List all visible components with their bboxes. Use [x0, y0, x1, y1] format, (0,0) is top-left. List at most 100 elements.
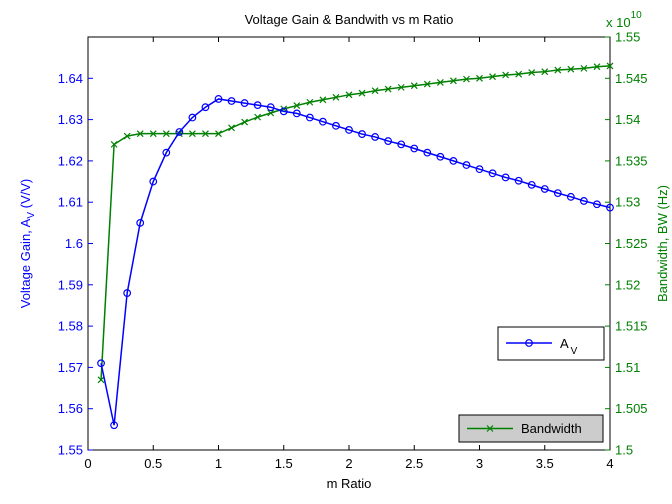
- left-y-tick-label: 1.58: [58, 319, 83, 334]
- right-y-tick-label: 1.53: [615, 195, 640, 210]
- bandwidth-point-stroke: [397, 83, 405, 91]
- bandwidth-point: [580, 64, 588, 72]
- gain-point: [593, 200, 601, 209]
- gain-point: [436, 152, 445, 161]
- bandwidth-point-stroke: [410, 82, 418, 90]
- gain-point: [305, 113, 314, 122]
- bandwidth-point: [606, 62, 614, 70]
- left-y-tick-label: 1.59: [58, 277, 83, 292]
- gain-point: [514, 176, 523, 185]
- x-tick-label: 3.5: [536, 456, 554, 471]
- bandwidth-point: [215, 130, 222, 138]
- legend-bandwidth-marker: [486, 425, 494, 432]
- gain-point: [136, 218, 145, 227]
- x-tick-label: 3: [476, 456, 483, 471]
- gain-point: [566, 192, 575, 201]
- right-y-tick-label: 1.54: [615, 112, 640, 127]
- bandwidth-point: [554, 66, 562, 74]
- gain-point: [410, 144, 419, 153]
- legend-gain-label: AV: [560, 336, 578, 357]
- bandwidth-point-stroke: [554, 66, 562, 74]
- bandwidth-point-stroke: [306, 98, 314, 106]
- bandwidth-point-stroke: [215, 130, 222, 138]
- bandwidth-point-stroke: [580, 64, 588, 72]
- x-tick-label: 0.5: [144, 456, 162, 471]
- gain-point: [201, 103, 210, 112]
- gain-point: [227, 97, 236, 105]
- bandwidth-point-stroke: [162, 130, 170, 138]
- bandwidth-point: [345, 91, 353, 99]
- bandwidth-point: [202, 130, 209, 138]
- chart-title: Voltage Gain & Bandwith vs m Ratio: [245, 12, 454, 27]
- bandwidth-point: [254, 113, 262, 121]
- x-tick-label: 1: [215, 456, 222, 471]
- gain-point: [279, 107, 288, 116]
- left-y-axis-label-suffix: (V/V): [18, 179, 33, 212]
- left-y-tick-label: 1.61: [58, 195, 83, 210]
- legend-gain: AV: [497, 326, 605, 361]
- x-axis: 0 0.5 1 1.5 2 2.5 3 3.5 4: [84, 37, 614, 471]
- bandwidth-line: [100, 65, 611, 380]
- bandwidth-point-stroke: [123, 132, 131, 140]
- bandwidth-point: [449, 77, 457, 85]
- gain-point: [475, 165, 484, 174]
- legend-gain-marker: [525, 339, 533, 347]
- x-tick-label: 1.5: [275, 456, 293, 471]
- left-y-tick-label: 1.64: [58, 71, 83, 86]
- bandwidth-point: [319, 96, 327, 104]
- bandwidth-point: [241, 118, 249, 126]
- x-tick-label: 4: [606, 456, 613, 471]
- gain-point: [253, 101, 262, 110]
- bandwidth-point: [541, 68, 549, 76]
- bandwidth-point-stroke: [371, 87, 379, 95]
- gain-point: [240, 99, 249, 107]
- gain-point: [162, 148, 171, 157]
- left-y-tick-label: 1.63: [58, 112, 83, 127]
- bandwidth-point: [489, 73, 496, 81]
- bandwidth-point-stroke: [423, 80, 431, 88]
- bandwidth-point-stroke: [254, 113, 262, 121]
- bandwidth-point: [436, 79, 444, 86]
- gain-series: [97, 95, 614, 430]
- bandwidth-point: [397, 83, 405, 91]
- bandwidth-point: [293, 102, 301, 109]
- left-y-axis-label-main: Voltage Gain, A: [18, 218, 33, 308]
- bandwidth-point: [502, 71, 510, 79]
- right-y-tick-label: 1.545: [615, 71, 648, 86]
- bandwidth-point-stroke: [567, 65, 575, 73]
- bandwidth-point-stroke: [436, 79, 444, 86]
- left-y-tick-label: 1.6: [65, 236, 83, 251]
- bandwidth-point: [528, 69, 536, 76]
- bandwidth-point: [162, 130, 170, 138]
- bandwidth-point-stroke: [136, 130, 144, 138]
- bandwidth-point: [476, 74, 483, 82]
- bandwidth-point: [371, 87, 379, 95]
- gain-point: [175, 128, 184, 136]
- bandwidth-point-stroke: [541, 68, 549, 76]
- right-y-tick-label: 1.52: [615, 277, 640, 292]
- bandwidth-point-stroke: [319, 96, 327, 104]
- bandwidth-point-stroke: [202, 130, 209, 138]
- gain-point: [488, 169, 497, 178]
- x-tick-label: 2.5: [405, 456, 423, 471]
- bandwidth-point-stroke: [528, 69, 536, 76]
- legend-bandwidth: Bandwidth: [458, 414, 604, 443]
- legend-gain-name: A: [560, 336, 569, 351]
- multiplier-exponent: 10: [631, 10, 643, 21]
- right-y-tick-label: 1.55: [615, 30, 640, 45]
- gain-line: [100, 98, 611, 426]
- bandwidth-point: [228, 124, 235, 132]
- gain-point: [97, 359, 105, 368]
- bandwidth-point-stroke: [449, 77, 457, 85]
- gain-point: [540, 185, 549, 193]
- right-y-tick-label: 1.535: [615, 153, 648, 168]
- bandwidth-series: [97, 62, 614, 384]
- bandwidth-point: [384, 85, 392, 93]
- right-y-axis-label: Bandwidth, BW (Hz): [655, 185, 670, 302]
- left-y-axis: 1.55 1.56 1.57 1.58 1.59 1.6 1.61 1.62 1.63 1.64: [58, 71, 93, 458]
- gain-point: [397, 140, 406, 149]
- bandwidth-point-stroke: [502, 71, 510, 79]
- bandwidth-point-stroke: [97, 376, 105, 384]
- bandwidth-point: [149, 130, 157, 138]
